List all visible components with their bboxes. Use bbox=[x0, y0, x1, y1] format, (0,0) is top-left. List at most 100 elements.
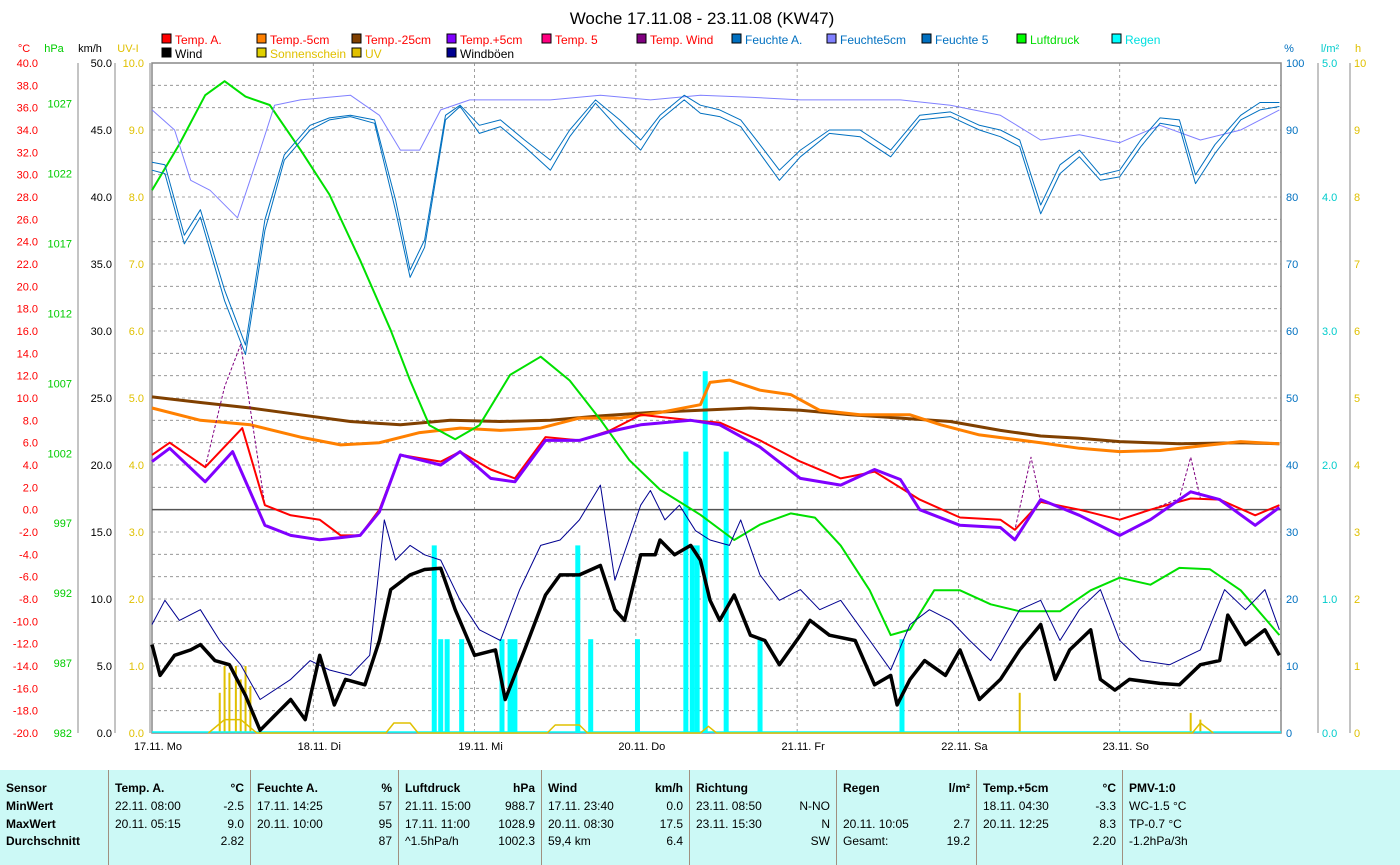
cell-value: 2.20 bbox=[1092, 834, 1116, 848]
chart-title: Woche 17.11.08 - 23.11.08 (KW47) bbox=[570, 9, 835, 28]
temp-tick-label: 4.0 bbox=[23, 460, 38, 472]
table-column: Wind km/h 17.11. 23:40 0.0 20.11. 08:30 17.5 5… bbox=[541, 770, 689, 865]
pressure-tick-label: 1002 bbox=[48, 448, 72, 460]
uv-tick-label: 5.0 bbox=[129, 393, 144, 405]
temp-tick-label: 24.0 bbox=[17, 237, 38, 249]
rain-bar bbox=[723, 451, 729, 733]
humidity-tick-label: 30 bbox=[1286, 527, 1298, 539]
cell-label: 20.11. 10:00 bbox=[257, 817, 323, 831]
series-temp-25cm bbox=[151, 395, 1280, 446]
cell-label: 23.11. 08:50 bbox=[696, 799, 762, 813]
legend-label: Windböen bbox=[460, 47, 514, 61]
humidity-tick-label: 40 bbox=[1286, 460, 1298, 472]
cell-label: 21.11. 15:00 bbox=[405, 799, 471, 813]
temp-tick-label: -4.0 bbox=[19, 549, 38, 561]
uv-tick-label: 9.0 bbox=[129, 125, 144, 137]
row-label-text: MinWert bbox=[6, 799, 54, 813]
humidity-tick-label: 10 bbox=[1286, 661, 1298, 673]
pressure-tick-label: 1007 bbox=[48, 378, 72, 390]
temp-tick-label: 20.0 bbox=[17, 281, 38, 293]
temp-tick-label: -8.0 bbox=[19, 594, 38, 606]
wind-tick-label: 50.0 bbox=[91, 58, 112, 70]
sun-tick-label: 6 bbox=[1354, 326, 1360, 338]
wind-tick-label: 5.0 bbox=[97, 661, 112, 673]
cell-value: N bbox=[821, 817, 830, 831]
legend-swatch bbox=[161, 33, 172, 44]
temp-unit-label: °C bbox=[18, 43, 30, 55]
column-header: Feuchte A.% bbox=[257, 781, 392, 797]
column-header: Richtung bbox=[696, 781, 830, 797]
temp-tick-label: 40.0 bbox=[17, 58, 38, 70]
legend-swatch bbox=[541, 33, 552, 44]
humidity-tick-label: 0 bbox=[1286, 728, 1292, 740]
cell-value: 17.5 bbox=[659, 817, 683, 831]
cell-label: 23.11. 15:30 bbox=[696, 817, 762, 831]
column-name: Temp.+5cm bbox=[983, 781, 1049, 795]
legend-label: UV bbox=[365, 47, 382, 61]
table-cell: SW bbox=[696, 834, 830, 850]
row-label-text: Durchschnitt bbox=[6, 834, 81, 848]
humidity-tick-label: 80 bbox=[1286, 192, 1298, 204]
row-label: MaxWert bbox=[6, 817, 102, 833]
temp-tick-label: 8.0 bbox=[23, 415, 38, 427]
series-temp-a- bbox=[151, 413, 1280, 537]
rain-bar bbox=[444, 639, 450, 733]
legend-label: Temp.-5cm bbox=[270, 33, 329, 47]
cell-value: 0.0 bbox=[666, 799, 683, 813]
cell-value: 2.7 bbox=[953, 817, 970, 831]
table-column: Regen l/m² 20.11. 10:05 2.7 Gesamt: 19.2 bbox=[836, 770, 976, 865]
legend-label: Temp. 5 bbox=[555, 33, 598, 47]
cell-value: 19.2 bbox=[946, 834, 970, 848]
table-cell: 2.20 bbox=[983, 834, 1116, 850]
pressure-tick-label: 982 bbox=[54, 728, 72, 740]
table-cell: 17.11. 14:25 57 bbox=[257, 799, 392, 815]
rain-tick-label: 5.0 bbox=[1322, 58, 1337, 70]
cell-value: -2.5 bbox=[223, 799, 244, 813]
legend-swatch bbox=[256, 47, 267, 58]
pressure-tick-label: 987 bbox=[54, 658, 72, 670]
humidity-tick-label: 50 bbox=[1286, 393, 1298, 405]
temp-tick-label: -20.0 bbox=[13, 728, 38, 740]
x-tick-label: 17.11. Mo bbox=[134, 741, 182, 753]
rain-bar bbox=[575, 545, 581, 733]
uv-tick-label: 0.0 bbox=[129, 728, 144, 740]
sun-tick-label: 0 bbox=[1354, 728, 1360, 740]
rain-unit-label: l/m² bbox=[1321, 43, 1340, 55]
legend-swatch bbox=[636, 33, 647, 44]
pressure-tick-label: 1012 bbox=[48, 308, 72, 320]
humidity-tick-label: 60 bbox=[1286, 326, 1298, 338]
table-cell: 20.11. 05:15 9.0 bbox=[115, 817, 244, 833]
cell-value: SW bbox=[810, 834, 830, 848]
legend-label: Feuchte5cm bbox=[840, 33, 906, 47]
pressure-tick-label: 1022 bbox=[48, 169, 72, 181]
table-column: Temp.+5cm °C 18.11. 04:30 -3.3 20.11. 12:25 8… bbox=[976, 770, 1122, 865]
wind-tick-label: 0.0 bbox=[97, 728, 112, 740]
pressure-tick-label: 1027 bbox=[48, 99, 72, 111]
temp-tick-label: 12.0 bbox=[17, 371, 38, 383]
wind-tick-label: 35.0 bbox=[91, 259, 112, 271]
legend: Temp. A. Temp.-5cm Temp.-25cm Temp.+5cm Temp… bbox=[161, 33, 1160, 61]
cell-value: 57 bbox=[378, 799, 392, 813]
cell-label: Gesamt: bbox=[843, 834, 889, 848]
temp-tick-label: -16.0 bbox=[13, 683, 38, 695]
temp-tick-label: 32.0 bbox=[17, 147, 38, 159]
stats-table: Sensor MinWert MaxWert Durchschnitt Temp. A.… bbox=[0, 770, 1400, 865]
temp-tick-label: 14.0 bbox=[17, 348, 38, 360]
column-name: PMV-1:0 bbox=[1129, 781, 1176, 795]
uv-tick-label: 8.0 bbox=[129, 192, 144, 204]
rain-bar bbox=[899, 639, 905, 733]
legend-label: Luftdruck bbox=[1030, 33, 1080, 47]
x-tick-label: 18.11. Di bbox=[298, 741, 341, 753]
row-label: Durchschnitt bbox=[6, 834, 102, 850]
table-cell: 20.11. 10:05 2.7 bbox=[843, 817, 970, 833]
humidity-unit-label: % bbox=[1284, 43, 1294, 55]
x-tick-label: 22.11. Sa bbox=[941, 741, 988, 753]
cell-value: 1002.3 bbox=[498, 834, 535, 848]
table-cell: WC-1.5 °C bbox=[1129, 799, 1394, 815]
cell-value: 95 bbox=[378, 817, 392, 831]
row-label: MinWert bbox=[6, 799, 102, 815]
row-label: Sensor bbox=[6, 781, 102, 797]
legend-swatch bbox=[921, 33, 932, 44]
legend-swatch bbox=[351, 47, 362, 58]
table-cell: 23.11. 15:30 N bbox=[696, 817, 830, 833]
